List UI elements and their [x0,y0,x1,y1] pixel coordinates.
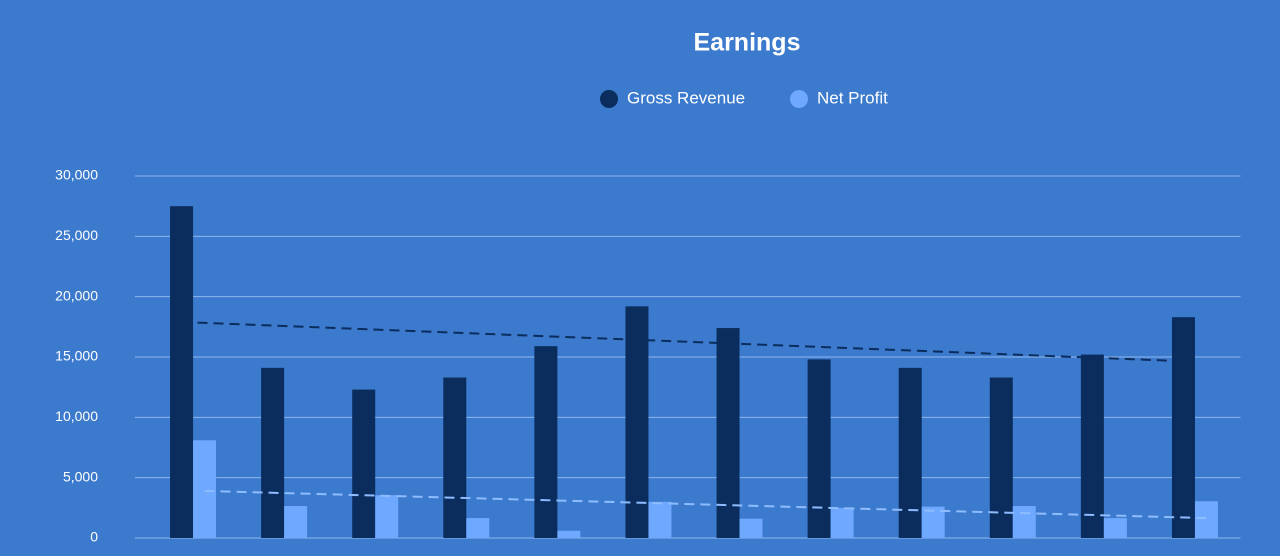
y-tick-label: 15,000 [55,348,98,364]
bar [534,346,558,538]
chart-title: Earnings [694,29,801,57]
bar [284,506,308,538]
bar [648,501,672,538]
bar [170,206,194,538]
bar [193,440,217,538]
bar [557,530,581,538]
bar [1080,354,1104,538]
bar [989,377,1013,538]
bar [625,306,649,538]
bar [352,389,376,538]
bar [921,506,945,538]
bar [830,507,854,538]
y-tick-label: 10,000 [55,408,98,424]
legend-swatch [790,90,808,108]
y-tick-label: 25,000 [55,227,98,243]
bar [716,328,740,538]
bar [261,367,285,538]
bar [1012,506,1036,538]
bar [807,359,831,538]
bar [375,495,399,538]
trend-line [181,321,1184,363]
bar [898,367,922,538]
y-tick-label: 20,000 [55,287,98,303]
legend-label: Net Profit [817,88,888,107]
y-tick-label: 0 [90,529,98,545]
trend-line [204,489,1207,520]
bar [1194,501,1218,538]
bar [466,518,490,538]
bar [1103,518,1127,538]
bar [1171,317,1195,538]
y-tick-label: 30,000 [55,167,98,183]
bar [443,377,467,538]
bar [739,518,763,538]
y-tick-label: 5,000 [63,468,98,484]
legend-swatch [600,90,618,108]
legend-label: Gross Revenue [627,88,745,107]
